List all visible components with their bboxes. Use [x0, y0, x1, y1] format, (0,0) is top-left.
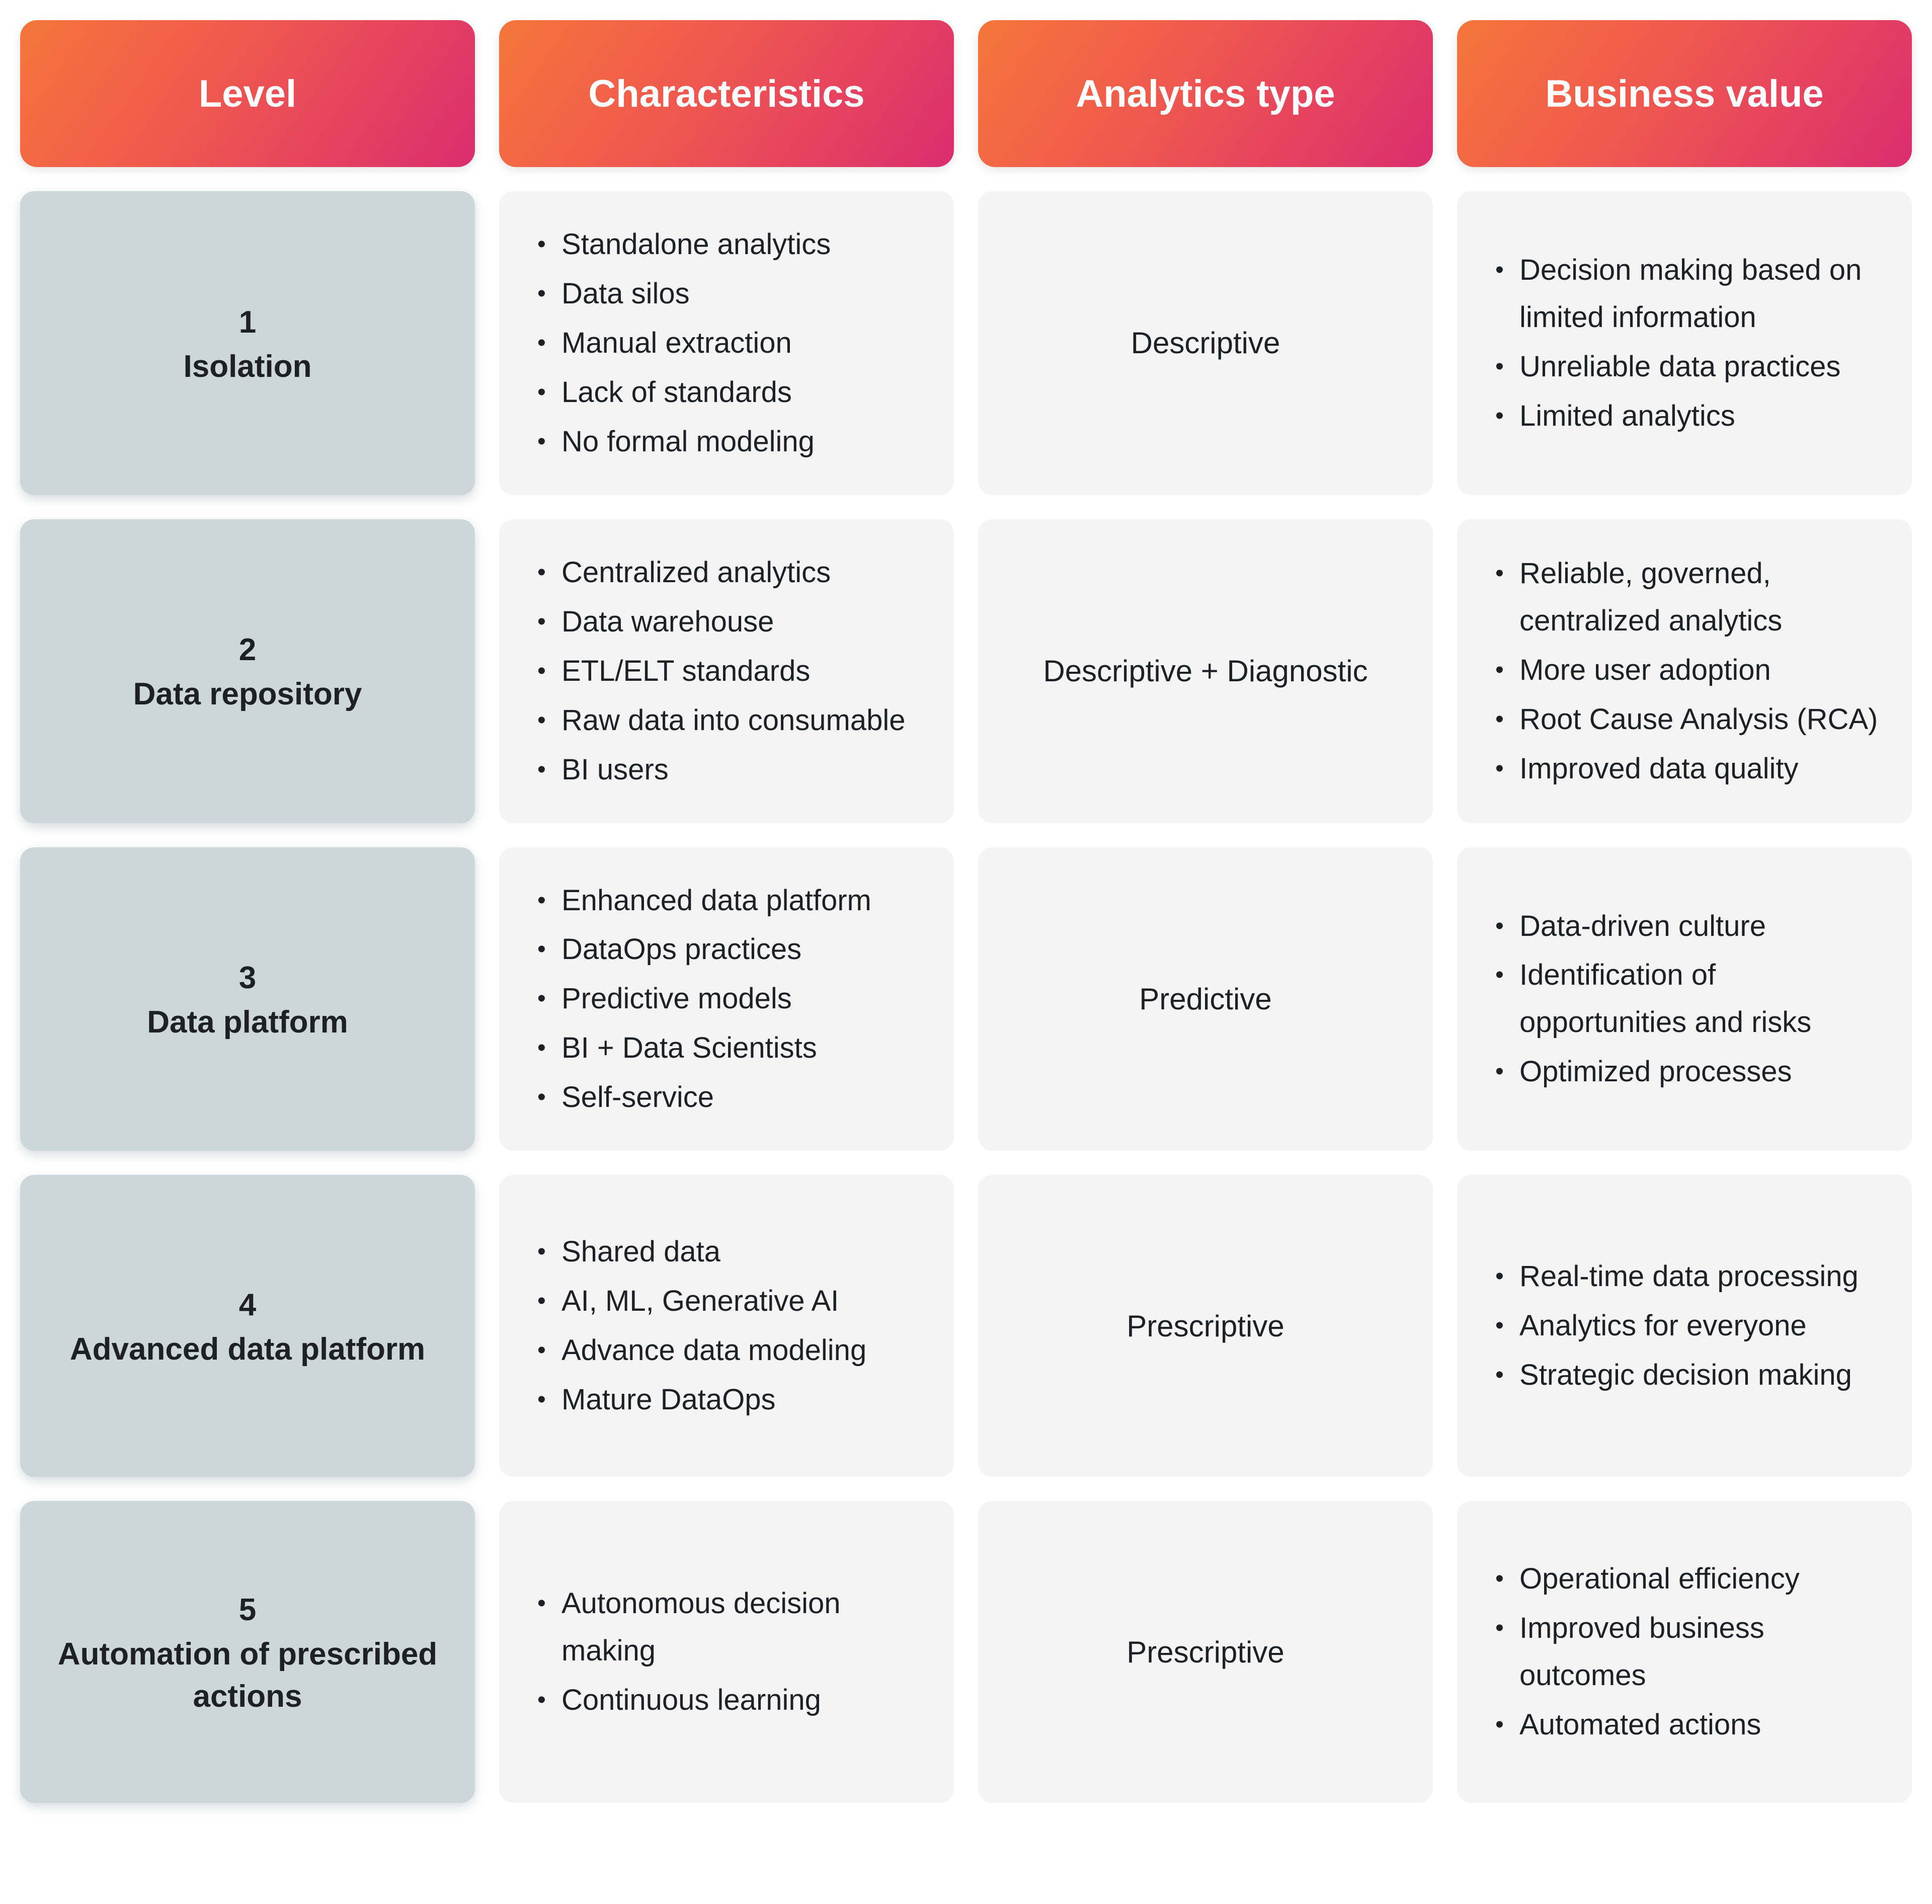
- characteristics-list: Standalone analyticsData silosManual ext…: [529, 219, 924, 467]
- level-number: 1: [238, 304, 257, 340]
- column-header-analytics-type-label: Analytics type: [1076, 72, 1335, 115]
- level-name: Isolation: [183, 349, 312, 384]
- characteristic-item: Enhanced data platform: [529, 877, 924, 924]
- analytics-type-cell: Prescriptive: [978, 1175, 1433, 1477]
- characteristics-list: Enhanced data platformDataOps practicesP…: [529, 875, 924, 1124]
- business-value-item: Limited analytics: [1487, 392, 1882, 440]
- characteristic-item: DataOps practices: [529, 926, 924, 973]
- characteristics-cell: Centralized analyticsData warehouseETL/E…: [499, 519, 954, 823]
- characteristic-item: Centralized analytics: [529, 549, 924, 596]
- characteristics-cell: Enhanced data platformDataOps practicesP…: [499, 847, 954, 1151]
- column-header-analytics-type: Analytics type: [978, 20, 1433, 167]
- column-header-business-value: Business value: [1457, 20, 1912, 167]
- business-value-item: Real-time data processing: [1487, 1253, 1882, 1300]
- business-value-item: Data-driven culture: [1487, 903, 1882, 950]
- business-value-item: Unreliable data practices: [1487, 343, 1882, 390]
- business-value-cell: Data-driven cultureIdentification of opp…: [1457, 847, 1912, 1151]
- business-value-item: Operational efficiency: [1487, 1555, 1882, 1603]
- characteristic-item: ETL/ELT standards: [529, 648, 924, 695]
- column-header-level: Level: [20, 20, 475, 167]
- level-cell: 2 Data repository: [20, 519, 475, 823]
- characteristics-cell: Standalone analyticsData silosManual ext…: [499, 191, 954, 495]
- characteristic-item: Raw data into consumable: [529, 697, 924, 744]
- level-cell: 5 Automation of prescribed actions: [20, 1501, 475, 1803]
- column-header-characteristics: Characteristics: [499, 20, 954, 167]
- characteristic-item: Data warehouse: [529, 598, 924, 646]
- analytics-type-value: Predictive: [1139, 982, 1272, 1016]
- column-header-level-label: Level: [198, 72, 297, 115]
- characteristic-item: Lack of standards: [529, 369, 924, 416]
- business-value-item: Optimized processes: [1487, 1048, 1882, 1095]
- characteristic-item: BI + Data Scientists: [529, 1024, 924, 1072]
- level-name: Automation of prescribed actions: [57, 1637, 438, 1714]
- characteristic-item: Manual extraction: [529, 320, 924, 367]
- business-value-item: Root Cause Analysis (RCA): [1487, 696, 1882, 743]
- characteristic-item: BI users: [529, 746, 924, 794]
- characteristics-cell: Shared dataAI, ML, Generative AIAdvance …: [499, 1175, 954, 1477]
- business-value-item: Identification of opportunities and risk…: [1487, 951, 1882, 1046]
- level-name: Data platform: [147, 1005, 348, 1040]
- business-value-item: Analytics for everyone: [1487, 1302, 1882, 1350]
- level-cell: 1 Isolation: [20, 191, 475, 495]
- characteristic-item: Continuous learning: [529, 1677, 924, 1724]
- business-value-cell: Real-time data processingAnalytics for e…: [1457, 1175, 1912, 1477]
- level-cell: 4 Advanced data platform: [20, 1175, 475, 1477]
- analytics-type-value: Prescriptive: [1126, 1635, 1284, 1669]
- business-value-cell: Decision making based on limited informa…: [1457, 191, 1912, 495]
- business-value-list: Data-driven cultureIdentification of opp…: [1487, 901, 1882, 1098]
- business-value-item: More user adoption: [1487, 647, 1882, 694]
- analytics-type-value: Descriptive: [1131, 326, 1280, 360]
- characteristic-item: AI, ML, Generative AI: [529, 1278, 924, 1325]
- characteristic-item: Mature DataOps: [529, 1376, 924, 1423]
- column-header-characteristics-label: Characteristics: [588, 72, 865, 115]
- column-header-business-value-label: Business value: [1545, 72, 1824, 115]
- business-value-list: Real-time data processingAnalytics for e…: [1487, 1251, 1882, 1401]
- characteristic-item: Self-service: [529, 1074, 924, 1121]
- analytics-type-cell: Predictive: [978, 847, 1433, 1151]
- characteristics-list: Shared dataAI, ML, Generative AIAdvance …: [529, 1226, 924, 1425]
- characteristics-list: Centralized analyticsData warehouseETL/E…: [529, 547, 924, 796]
- business-value-cell: Reliable, governed, centralized analytic…: [1457, 519, 1912, 823]
- data-maturity-table: Level Characteristics Analytics type Bus…: [20, 20, 1912, 1803]
- business-value-list: Decision making based on limited informa…: [1487, 245, 1882, 442]
- characteristics-list: Autonomous decision makingContinuous lea…: [529, 1578, 924, 1726]
- characteristic-item: Predictive models: [529, 975, 924, 1022]
- level-name: Data repository: [133, 677, 362, 712]
- level-number: 3: [238, 961, 257, 996]
- business-value-list: Operational efficiencyImproved business …: [1487, 1553, 1882, 1751]
- business-value-list: Reliable, governed, centralized analytic…: [1487, 548, 1882, 795]
- level-number: 2: [238, 632, 257, 668]
- analytics-type-value: Prescriptive: [1126, 1309, 1284, 1343]
- business-value-item: Automated actions: [1487, 1701, 1882, 1749]
- analytics-type-cell: Descriptive + Diagnostic: [978, 519, 1433, 823]
- characteristic-item: Advance data modeling: [529, 1327, 924, 1374]
- business-value-item: Strategic decision making: [1487, 1352, 1882, 1399]
- level-number: 5: [238, 1593, 257, 1628]
- business-value-item: Reliable, governed, centralized analytic…: [1487, 550, 1882, 645]
- analytics-type-cell: Descriptive: [978, 191, 1433, 495]
- business-value-item: Improved business outcomes: [1487, 1605, 1882, 1699]
- characteristic-item: No formal modeling: [529, 418, 924, 465]
- business-value-item: Decision making based on limited informa…: [1487, 247, 1882, 341]
- characteristic-item: Data silos: [529, 270, 924, 318]
- level-number: 4: [238, 1287, 257, 1322]
- level-name: Advanced data platform: [69, 1331, 426, 1367]
- business-value-cell: Operational efficiencyImproved business …: [1457, 1501, 1912, 1803]
- characteristics-cell: Autonomous decision makingContinuous lea…: [499, 1501, 954, 1803]
- analytics-type-value: Descriptive + Diagnostic: [1043, 654, 1368, 688]
- business-value-item: Improved data quality: [1487, 745, 1882, 792]
- characteristic-item: Standalone analytics: [529, 221, 924, 268]
- level-cell: 3 Data platform: [20, 847, 475, 1151]
- analytics-type-cell: Prescriptive: [978, 1501, 1433, 1803]
- characteristic-item: Autonomous decision making: [529, 1580, 924, 1675]
- characteristic-item: Shared data: [529, 1228, 924, 1276]
